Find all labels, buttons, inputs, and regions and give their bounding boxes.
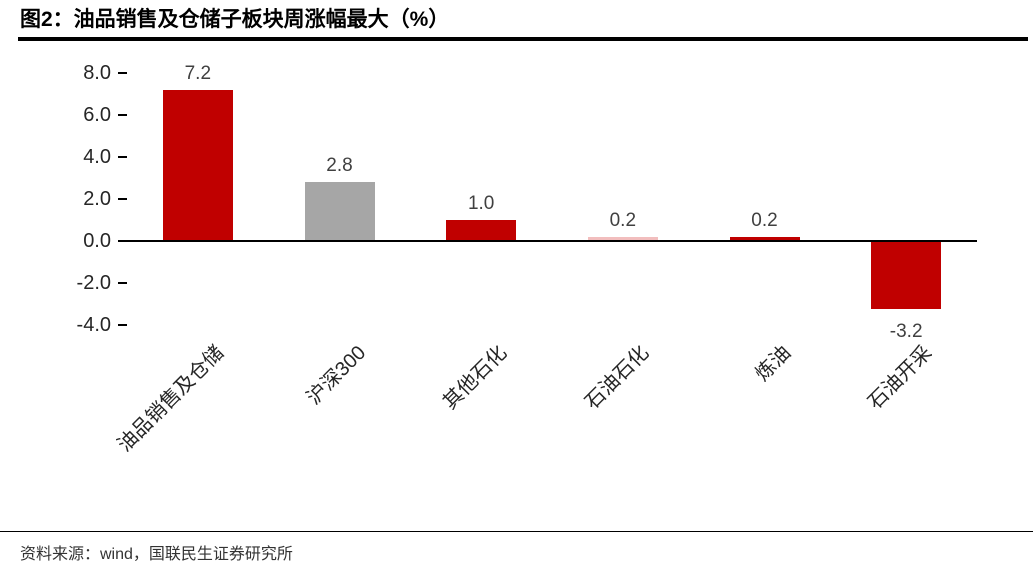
source-note: 资料来源：wind，国联民生证券研究所: [20, 546, 293, 563]
y-axis-tick-label: 6.0: [83, 104, 111, 126]
x-axis-line: [127, 240, 977, 242]
y-axis-tick-mark: [118, 240, 127, 242]
y-axis-tick-mark: [118, 282, 127, 284]
chart-bar: [587, 236, 658, 241]
bar-value-label: 2.8: [326, 155, 353, 177]
chart-bar: [162, 89, 233, 241]
chart-bar: [304, 182, 375, 241]
y-axis-tick-label: -4.0: [76, 314, 111, 336]
bar-value-label: 0.2: [751, 209, 778, 231]
y-axis-tick-label: -2.0: [76, 272, 111, 294]
chart-bar: [729, 236, 800, 241]
y-axis-tick-mark: [118, 198, 127, 200]
plot-area: 7.2 油品销售及仓储 2.8 沪深300 1.0 其他石化 0.2 石油石化 0.2 炼油 -3.…: [114, 63, 977, 456]
footer-divider: [0, 531, 1033, 532]
bar-value-label: 0.2: [609, 209, 637, 231]
title-underline: [18, 37, 1028, 41]
chart-bar: [446, 220, 517, 241]
y-axis-tick-label: 4.0: [83, 146, 111, 168]
y-axis-tick-label: 2.0: [83, 188, 111, 210]
y-axis-tick-mark: [118, 156, 127, 158]
bar-value-label: -3.2: [889, 321, 923, 343]
y-axis-tick-mark: [118, 324, 127, 326]
y-axis-tick-mark: [118, 72, 127, 74]
y-axis-tick-mark: [118, 114, 127, 116]
chart-bar: [871, 241, 942, 309]
y-axis: 8.0 6.0 4.0 2.0 0.0 -2.0 -4.0: [0, 62, 127, 336]
y-axis-tick-label: 0.0: [83, 230, 111, 252]
y-axis-tick-label: 8.0: [83, 62, 111, 84]
bar-value-label: 1.0: [467, 193, 495, 214]
bar-value-label: 7.2: [184, 62, 212, 84]
chart-title: 图2：油品销售及仓储子板块周涨幅最大（%）: [20, 8, 450, 31]
